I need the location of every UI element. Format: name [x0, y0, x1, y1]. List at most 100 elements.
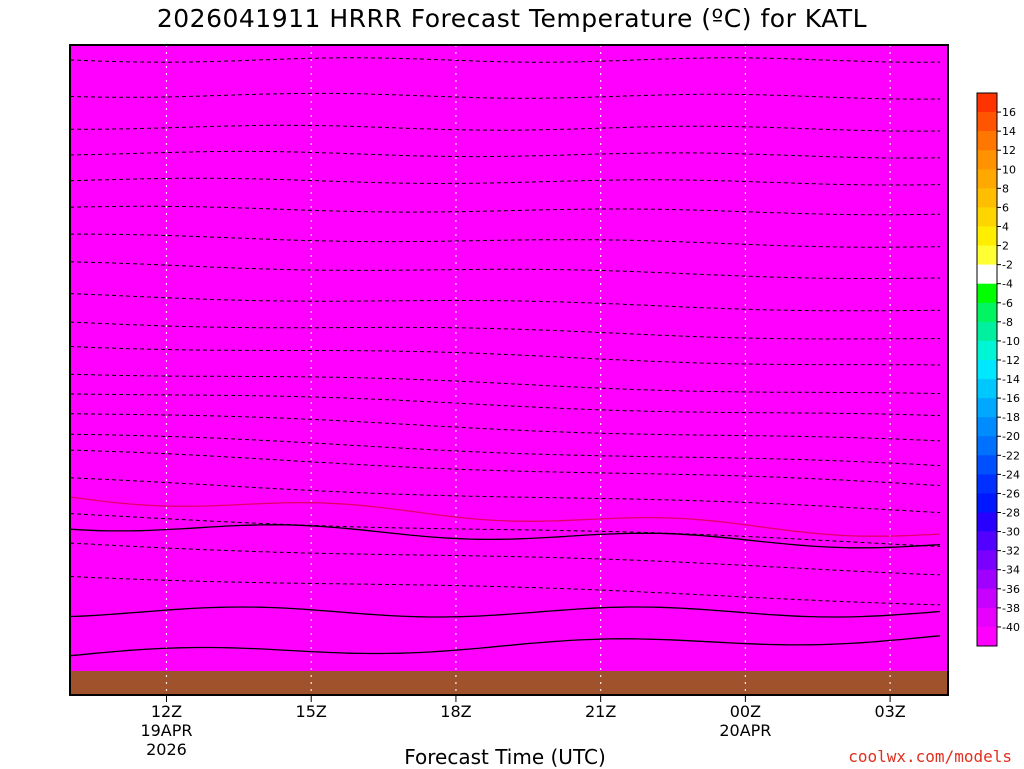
- temperature-contour-line: [70, 449, 941, 486]
- colorbar-swatch: [977, 398, 997, 418]
- colorbar-swatch: [977, 112, 997, 132]
- below-ground-mask: [70, 671, 948, 695]
- colorbar-tick-label: -16: [1002, 392, 1020, 405]
- temperature-contour-line: [70, 233, 941, 248]
- temperature-contour-line: [70, 92, 941, 100]
- colorbar-tick-label: -38: [1002, 602, 1020, 615]
- colorbar-swatch: [977, 474, 997, 494]
- temperature-contour-line: [70, 496, 941, 537]
- colorbar-swatch: [977, 626, 997, 647]
- colorbar-border: [976, 92, 998, 647]
- colorbar-swatch: [977, 340, 997, 361]
- colorbar-tick-label: -14: [1002, 373, 1020, 386]
- colorbar-tick-label: -36: [1002, 583, 1020, 596]
- plot-border: [69, 44, 949, 696]
- colorbar-swatch: [977, 512, 997, 532]
- colorbar-tick-label: 8: [1002, 182, 1009, 195]
- colorbar-swatch: [977, 93, 997, 113]
- colorbar-swatch: [977, 455, 997, 475]
- colorbar-swatch: [977, 569, 997, 590]
- colorbar-tick-label: 12: [1002, 144, 1016, 157]
- temperature-contour-line: [70, 177, 941, 186]
- colorbar-swatch: [977, 531, 997, 551]
- colorbar-swatch: [977, 302, 997, 323]
- colorbar-tick-label: -40: [1002, 621, 1020, 634]
- temperature-contour-line: [70, 524, 941, 549]
- temperature-contour-line: [70, 393, 941, 417]
- temperature-contour-line: [70, 606, 941, 618]
- x-tick-label: 21Z: [585, 702, 616, 721]
- colorbar-tick-label: -2: [1002, 259, 1013, 272]
- x-axis-title: Forecast Time (UTC): [404, 745, 606, 769]
- colorbar-tick-label: 16: [1002, 106, 1016, 119]
- temperature-contour-line: [70, 635, 941, 657]
- colorbar-swatch: [977, 245, 997, 265]
- colorbar-tick-label: 4: [1002, 220, 1009, 233]
- colorbar-swatch: [977, 264, 997, 284]
- colorbar-swatch: [977, 226, 997, 246]
- colorbar-swatch: [977, 493, 997, 513]
- temperature-contour-line: [70, 413, 941, 442]
- x-tick-label: 00Z: [730, 702, 761, 721]
- colorbar-tick-label: -32: [1002, 545, 1020, 558]
- temperature-contour-line: [70, 205, 941, 216]
- temperature-contour-line: [70, 433, 941, 467]
- colorbar-swatch: [977, 207, 997, 227]
- colorbar-swatch: [977, 359, 997, 380]
- colorbar-tick-label: -12: [1002, 354, 1020, 367]
- colorbar-tick-label: -24: [1002, 468, 1020, 481]
- x-tick-date-label: 19APR: [140, 721, 192, 740]
- colorbar-swatch: [977, 436, 997, 456]
- temperature-contour-line: [70, 345, 941, 366]
- colorbar-tick-label: 14: [1002, 125, 1016, 138]
- colorbar-tick-label: -34: [1002, 564, 1020, 577]
- x-tick-label: 18Z: [440, 702, 471, 721]
- colorbar-swatch: [977, 169, 997, 189]
- temperature-contour-line: [70, 261, 941, 279]
- colorbar-tick-label: -26: [1002, 487, 1020, 500]
- colorbar-tick-label: -22: [1002, 449, 1020, 462]
- colorbar: 16 14 12 10 8 6 4 2 -2 -4 -6 -8 -10 -12 -14 -16 -18 -20 -2…: [976, 92, 1020, 647]
- colorbar-tick-label: -8: [1002, 316, 1013, 329]
- temperature-contour-line: [70, 293, 941, 312]
- colorbar-swatch: [977, 607, 997, 628]
- plot-area: -54-54-50-4642-34-18-10226666661014: [70, 45, 948, 695]
- temperature-contour-line: [70, 124, 941, 132]
- colorbar-swatch: [977, 188, 997, 208]
- temperature-contour-line: [70, 373, 941, 395]
- colorbar-tick-label: -18: [1002, 411, 1020, 424]
- colorbar-tick-label: -4: [1002, 278, 1013, 291]
- x-tick-label: 15Z: [296, 702, 327, 721]
- colorbar-tick-label: -6: [1002, 297, 1013, 310]
- colorbar-swatch: [977, 417, 997, 437]
- colorbar-swatch: [977, 550, 997, 571]
- x-tick-date-label: 20APR: [719, 721, 771, 740]
- temperature-contour-line: [70, 321, 940, 340]
- colorbar-tick-label: 2: [1002, 240, 1009, 253]
- colorbar-tick-label: -10: [1002, 335, 1020, 348]
- source-credit: coolwx.com/models: [848, 747, 1012, 766]
- colorbar-swatch: [977, 283, 997, 304]
- temperature-contour-line: [70, 542, 941, 576]
- temperature-contour-line: [70, 513, 941, 547]
- temperature-field: [70, 45, 948, 695]
- temperature-contour-line: [70, 150, 941, 159]
- colorbar-tick-label: 10: [1002, 163, 1016, 176]
- temperature-contour-line: [70, 477, 941, 514]
- colorbar-tick-label: -20: [1002, 430, 1020, 443]
- temperature-contour-line: [70, 576, 941, 606]
- colorbar-swatch: [977, 379, 997, 399]
- x-tick-year-label: 2026: [146, 740, 187, 759]
- colorbar-tick-label: -30: [1002, 526, 1020, 539]
- colorbar-tick-label: 6: [1002, 201, 1009, 214]
- colorbar-swatch: [977, 150, 997, 170]
- x-tick-label: 12Z: [151, 702, 182, 721]
- chart-title: 2026041911 HRRR Forecast Temperature (ºC…: [156, 4, 868, 33]
- colorbar-swatch: [977, 321, 997, 342]
- colorbar-swatch: [977, 588, 997, 609]
- colorbar-tick-label: -28: [1002, 507, 1020, 520]
- colorbar-swatch: [977, 131, 997, 151]
- temperature-contour-line: [70, 57, 941, 63]
